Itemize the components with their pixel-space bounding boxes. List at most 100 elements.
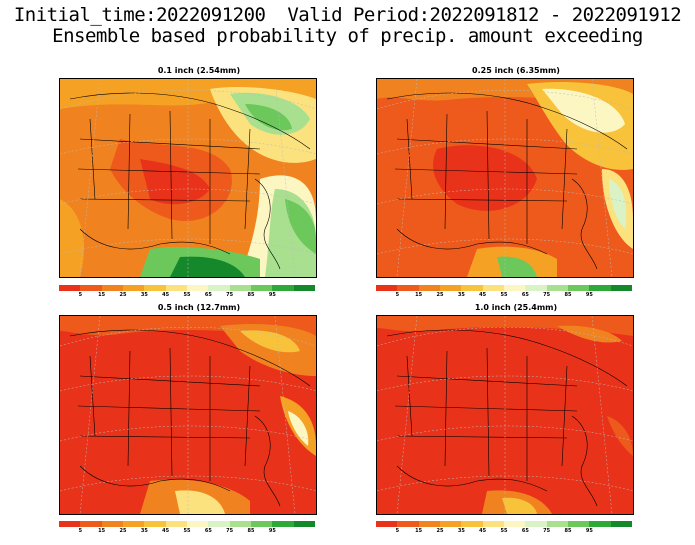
colorbar-tick-label: 85 bbox=[247, 528, 255, 534]
colorbar-segment bbox=[250, 285, 273, 291]
colorbar-tick-label: 35 bbox=[140, 292, 148, 298]
colorbar-tick-label: 5 bbox=[395, 292, 400, 298]
colorbar-tick-label: 75 bbox=[226, 528, 234, 534]
colorbar-tick-label: 75 bbox=[226, 292, 234, 298]
colorbar-tick-label: 25 bbox=[119, 528, 127, 534]
colorbar-tick-label: 95 bbox=[585, 292, 593, 298]
colorbar-segment bbox=[461, 285, 483, 291]
colorbar-labels-0.25-inch: 5 15 25 35 45 55 65 75 85 95 bbox=[376, 292, 632, 300]
colorbar-segment bbox=[376, 285, 398, 291]
colorbar-tick-label: 45 bbox=[162, 292, 170, 298]
colorbar-segment bbox=[80, 285, 102, 291]
colorbar-segment bbox=[229, 285, 251, 291]
colorbar-segment bbox=[293, 521, 315, 527]
colorbar-segment bbox=[503, 285, 526, 291]
map-panel-0.25-inch bbox=[376, 78, 634, 278]
colorbar-tick-label: 45 bbox=[162, 528, 170, 534]
colorbar-tick-label: 95 bbox=[585, 528, 593, 534]
colorbar-tick-label: 15 bbox=[98, 292, 106, 298]
colorbar-tick-label: 25 bbox=[436, 292, 444, 298]
colorbar-tick-label: 75 bbox=[543, 292, 551, 298]
colorbar-segment bbox=[293, 285, 315, 291]
colorbar-segment bbox=[546, 285, 568, 291]
colorbar-tick-label: 35 bbox=[457, 528, 465, 534]
chart-header-line-2: Ensemble based probability of precip. am… bbox=[52, 25, 643, 47]
colorbar-segment bbox=[610, 521, 632, 527]
colorbar-segment bbox=[59, 285, 81, 291]
colorbar-tick-label: 65 bbox=[204, 292, 212, 298]
colorbar-tick-label: 95 bbox=[268, 528, 276, 534]
colorbar-labels-0.1-inch: 5 15 25 35 45 55 65 75 85 95 bbox=[59, 292, 315, 300]
colorbar-0.1-inch bbox=[59, 285, 315, 291]
colorbar-segment bbox=[80, 521, 102, 527]
colorbar-tick-label: 45 bbox=[479, 528, 487, 534]
colorbar-tick-label: 25 bbox=[436, 528, 444, 534]
colorbar-tick-label: 55 bbox=[183, 292, 191, 298]
colorbar-tick-label: 5 bbox=[78, 528, 83, 534]
colorbar-tick-label: 15 bbox=[415, 528, 423, 534]
colorbar-segment bbox=[144, 285, 166, 291]
colorbar-segment bbox=[208, 521, 230, 527]
colorbar-tick-label: 15 bbox=[415, 292, 423, 298]
colorbar-segment bbox=[567, 521, 590, 527]
colorbar-segment bbox=[418, 521, 440, 527]
colorbar-segment bbox=[589, 285, 611, 291]
colorbar-segment bbox=[144, 521, 166, 527]
colorbar-tick-label: 55 bbox=[500, 528, 508, 534]
colorbar-tick-label: 75 bbox=[543, 528, 551, 534]
colorbar-segment bbox=[229, 521, 251, 527]
colorbar-tick-label: 55 bbox=[500, 292, 508, 298]
colorbar-segment bbox=[186, 521, 209, 527]
colorbar-tick-label: 85 bbox=[564, 292, 572, 298]
colorbar-tick-label: 55 bbox=[183, 528, 191, 534]
colorbar-tick-label: 85 bbox=[247, 292, 255, 298]
colorbar-tick-label: 5 bbox=[395, 528, 400, 534]
panel-title-0.1-inch: 0.1 inch (2.54mm) bbox=[157, 66, 241, 75]
colorbar-segment bbox=[589, 521, 611, 527]
colorbar-segment bbox=[165, 521, 187, 527]
colorbar-tick-label: 65 bbox=[521, 292, 529, 298]
colorbar-segment bbox=[122, 285, 145, 291]
colorbar-tick-label: 15 bbox=[98, 528, 106, 534]
colorbar-segment bbox=[397, 521, 419, 527]
colorbar-segment bbox=[59, 521, 81, 527]
colorbar-tick-label: 65 bbox=[204, 528, 212, 534]
colorbar-tick-label: 85 bbox=[564, 528, 572, 534]
colorbar-segment bbox=[503, 521, 526, 527]
colorbar-segment bbox=[610, 285, 632, 291]
colorbar-tick-label: 5 bbox=[78, 292, 83, 298]
colorbar-segment bbox=[567, 285, 590, 291]
chart-header-line-1: Initial_time:2022091200 Valid Period:202… bbox=[13, 4, 682, 26]
map-panel-1.0-inch bbox=[376, 315, 634, 515]
colorbar-0.5-inch bbox=[59, 521, 315, 527]
colorbar-segment bbox=[418, 285, 440, 291]
colorbar-tick-label: 65 bbox=[521, 528, 529, 534]
colorbar-segment bbox=[525, 521, 547, 527]
colorbar-segment bbox=[122, 521, 145, 527]
colorbar-segment bbox=[101, 285, 123, 291]
colorbar-segment bbox=[376, 521, 398, 527]
colorbar-segment bbox=[439, 285, 462, 291]
colorbar-segment bbox=[546, 521, 568, 527]
colorbar-segment bbox=[397, 285, 419, 291]
colorbar-segment bbox=[272, 521, 294, 527]
panel-title-1.0-inch: 1.0 inch (25.4mm) bbox=[474, 303, 558, 312]
colorbar-segment bbox=[461, 521, 483, 527]
colorbar-tick-label: 45 bbox=[479, 292, 487, 298]
colorbar-segment bbox=[250, 521, 273, 527]
colorbar-segment bbox=[165, 285, 187, 291]
colorbar-segment bbox=[208, 285, 230, 291]
map-panel-0.1-inch bbox=[59, 78, 317, 278]
colorbar-0.25-inch bbox=[376, 285, 632, 291]
colorbar-1.0-inch bbox=[376, 521, 632, 527]
colorbar-tick-label: 35 bbox=[140, 528, 148, 534]
colorbar-segment bbox=[482, 285, 504, 291]
colorbar-tick-label: 25 bbox=[119, 292, 127, 298]
panel-title-0.5-inch: 0.5 inch (12.7mm) bbox=[157, 303, 241, 312]
map-panel-0.5-inch bbox=[59, 315, 317, 515]
colorbar-segment bbox=[525, 285, 547, 291]
colorbar-segment bbox=[272, 285, 294, 291]
colorbar-labels-1.0-inch: 5 15 25 35 45 55 65 75 85 95 bbox=[376, 528, 632, 536]
colorbar-segment bbox=[482, 521, 504, 527]
panel-title-0.25-inch: 0.25 inch (6.35mm) bbox=[472, 66, 560, 75]
